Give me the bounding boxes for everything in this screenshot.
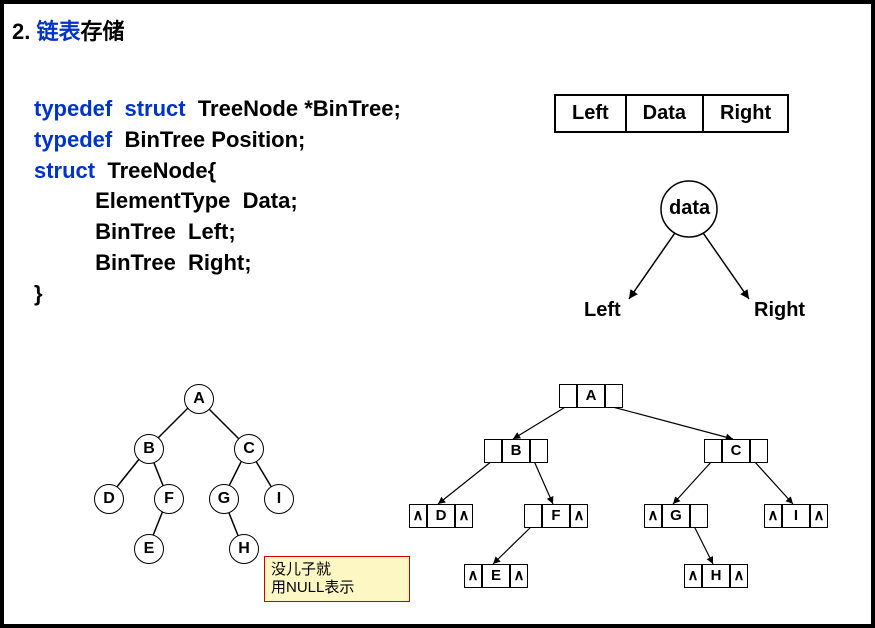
linked-node: F — [524, 504, 588, 528]
ptr-left-cell — [704, 439, 722, 463]
tree-node: D — [94, 484, 124, 514]
code-text: BinTree Right; — [34, 250, 252, 275]
ptr-right-cell — [750, 439, 768, 463]
code-block: typedef struct TreeNode *BinTree; typede… — [34, 94, 401, 310]
heading-blue: 链表 — [36, 19, 80, 44]
code-text: ElementType Data; — [34, 188, 298, 213]
tree-node: E — [134, 534, 164, 564]
data-cell: A — [577, 384, 605, 408]
struct-fields-table: Left Data Right — [554, 94, 789, 133]
ptr-right-cell — [605, 384, 623, 408]
ptr-right-cell — [570, 504, 588, 528]
code-kw: typedef struct — [34, 96, 186, 121]
tree-node: C — [234, 434, 264, 464]
right-label: Right — [754, 299, 805, 322]
ptr-right-cell — [810, 504, 828, 528]
ptr-right-cell — [690, 504, 708, 528]
ptr-left-cell — [464, 564, 482, 588]
linked-node: E — [464, 564, 528, 588]
ptr-left-cell — [764, 504, 782, 528]
code-kw: struct — [34, 158, 95, 183]
linked-node: I — [764, 504, 828, 528]
data-cell: D — [427, 504, 455, 528]
data-cell: G — [662, 504, 690, 528]
data-cell: I — [782, 504, 810, 528]
tree-node: B — [134, 434, 164, 464]
code-text: TreeNode{ — [95, 158, 216, 183]
struct-cell-left: Left — [555, 95, 626, 132]
linked-node: B — [484, 439, 548, 463]
code-kw: typedef — [34, 127, 112, 152]
linked-node: G — [644, 504, 708, 528]
struct-cell-right: Right — [703, 95, 788, 132]
data-label: data — [669, 197, 710, 220]
ptr-right-cell — [530, 439, 548, 463]
data-cell: B — [502, 439, 530, 463]
code-text: TreeNode *BinTree; — [186, 96, 401, 121]
code-text: } — [34, 281, 43, 306]
linked-node: H — [684, 564, 748, 588]
linked-node: C — [704, 439, 768, 463]
ptr-right-cell — [455, 504, 473, 528]
pointer-diagram: data Left Right — [549, 169, 829, 339]
data-cell: F — [542, 504, 570, 528]
ptr-left-cell — [644, 504, 662, 528]
tree-node: H — [229, 534, 259, 564]
left-label: Left — [584, 299, 621, 322]
code-text: BinTree Position; — [112, 127, 305, 152]
tree-node: A — [184, 384, 214, 414]
data-cell: H — [702, 564, 730, 588]
heading-rest: 存储 — [80, 19, 124, 44]
ptr-left-cell — [559, 384, 577, 408]
ptr-right-cell — [730, 564, 748, 588]
ptr-left-cell — [684, 564, 702, 588]
ptr-left-cell — [524, 504, 542, 528]
tree-node: G — [209, 484, 239, 514]
linked-node: A — [559, 384, 623, 408]
data-cell: E — [482, 564, 510, 588]
code-text: BinTree Left; — [34, 219, 236, 244]
ptr-right-cell — [510, 564, 528, 588]
heading-num: 2. — [12, 19, 36, 44]
section-heading: 2. 链表存储 — [12, 14, 125, 46]
ptr-left-cell — [409, 504, 427, 528]
data-cell: C — [722, 439, 750, 463]
page: 2. 链表存储 typedef struct TreeNode *BinTree… — [0, 0, 875, 628]
circle-tree-diagram: AB C DFGI E H — [84, 384, 314, 604]
linked-node: D — [409, 504, 473, 528]
tree-node: I — [264, 484, 294, 514]
tree-node: F — [154, 484, 184, 514]
ptr-left-cell — [484, 439, 502, 463]
struct-cell-data: Data — [626, 95, 703, 132]
linked-box-tree-diagram: A B C D F G I E H — [404, 384, 864, 604]
